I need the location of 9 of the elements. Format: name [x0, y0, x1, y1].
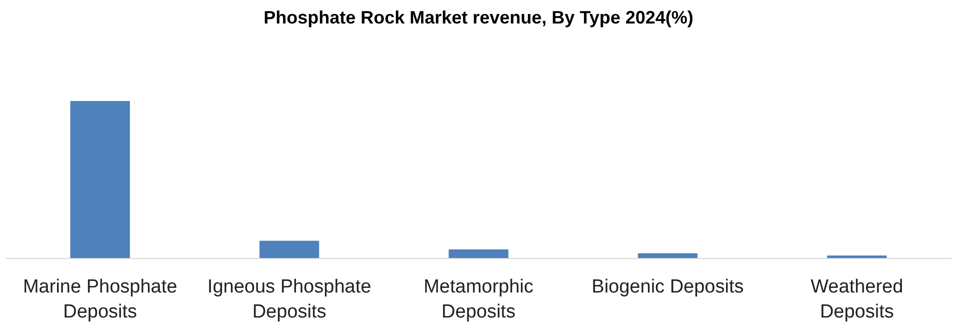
- x-tick-label: Biogenic Deposits: [592, 276, 744, 298]
- x-tick-label: Marine Phosphate Deposits: [22, 276, 178, 323]
- bar: [259, 240, 320, 258]
- bar: [70, 101, 130, 258]
- chart-title: Phosphate Rock Market revenue, By Type 2024(%): [264, 8, 694, 28]
- bar: [448, 249, 508, 258]
- x-tick-label: Metamorphic Deposits: [424, 276, 534, 323]
- x-tick-label: Igneous Phosphate Deposits: [207, 276, 372, 323]
- x-tick-label: Weathered Deposits: [810, 276, 904, 323]
